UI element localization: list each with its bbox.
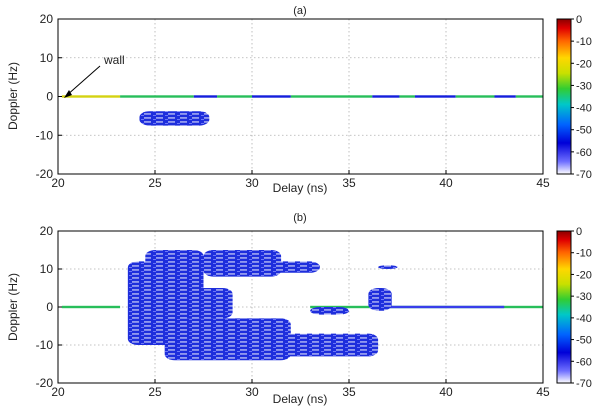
colorbar-tick-label-5: -50: [576, 125, 592, 137]
panel-b-colorbar: [556, 230, 572, 384]
panel-a-ylabel: Doppler (Hz): [6, 62, 20, 130]
x-tick-label-2: 30: [245, 385, 259, 399]
region-b-9: [252, 333, 379, 357]
colorbar-tick-label-4: -40: [576, 103, 592, 115]
x-tick-label-3: 35: [342, 385, 356, 399]
x-tick-label-4: 40: [439, 176, 453, 190]
panel-b-ylabel: Doppler (Hz): [6, 273, 20, 341]
panel-a-label: (a): [293, 5, 306, 17]
y-tick-label-4: -20: [36, 376, 54, 390]
x-tick-label-5: 45: [536, 176, 550, 190]
y-tick-label-1: 10: [40, 51, 54, 65]
x-tick-label-0: 20: [51, 385, 65, 399]
colorbar-tick-label-5: -50: [576, 335, 592, 347]
y-tick-label-3: -10: [36, 128, 54, 142]
panel-b-label: (b): [293, 212, 306, 224]
x-tick-label-1: 25: [148, 385, 162, 399]
region-b-12: [378, 265, 398, 269]
colorbar-tick-label-1: -10: [576, 36, 592, 48]
x-tick-label-1: 25: [148, 176, 162, 190]
colorbar-tick-label-0: 0: [576, 226, 582, 238]
x-tick-label-4: 40: [439, 385, 453, 399]
x-tick-label-5: 45: [536, 385, 550, 399]
panel-b-data: [61, 250, 543, 361]
colorbar-tick-label-7: -70: [576, 378, 592, 390]
colorbar-tick-label-6: -60: [576, 147, 592, 159]
region-a-1: [120, 95, 194, 98]
panel-a-colorbar-ticks: 0 -10 -20 -30 -40 -50 -60 -70: [571, 14, 592, 181]
panel-a-data: [61, 95, 543, 126]
region-b-5: [242, 261, 320, 273]
panel-b-colorbar-ticks: 0 -10 -20 -30 -40 -50 -60 -70: [571, 226, 592, 390]
panel-b-xlabel: Delay (ns): [273, 392, 328, 406]
region-b-10: [310, 307, 349, 315]
panel-b-xticks: 20 25 30 35 40 45: [51, 379, 550, 399]
region-b-7: [155, 288, 233, 319]
region-a-3: [217, 95, 252, 98]
colorbar-tick-label-1: -10: [576, 248, 592, 260]
region-a-11: [515, 95, 543, 98]
panel-a-colorbar: [556, 18, 572, 175]
panel-a-xlabel: Delay (ns): [273, 181, 328, 195]
colorbar-tick-label-2: -20: [576, 269, 592, 281]
panel-b-yticks: 20 10 0 -10 -20: [36, 224, 62, 390]
x-tick-label-0: 20: [51, 176, 65, 190]
panel-a-yticks: 20 10 0 -10 -20: [36, 12, 62, 181]
y-tick-label-3: -10: [36, 338, 54, 352]
colorbar-tick-label-3: -30: [576, 291, 592, 303]
region-a-4: [252, 95, 291, 98]
colorbar-tick-label-6: -60: [576, 356, 592, 368]
region-b-11: [368, 288, 392, 311]
colorbar-tick-label-4: -40: [576, 313, 592, 325]
wall-annotation: wall: [103, 53, 125, 67]
region-a-12: [139, 111, 210, 126]
region-a-0: [61, 95, 121, 98]
wall-arrow-line: [65, 65, 101, 97]
region-b-0: [61, 305, 121, 309]
y-tick-label-0: 20: [40, 12, 54, 26]
y-tick-label-4: -20: [36, 167, 54, 181]
region-a-9: [455, 95, 495, 98]
wall-arrow-head: [64, 90, 72, 98]
colorbar-tick-label-3: -30: [576, 80, 592, 92]
x-tick-label-3: 35: [342, 176, 356, 190]
region-a-2: [193, 95, 218, 98]
region-b-2: [387, 305, 505, 309]
colorbar-tick-label-2: -20: [576, 58, 592, 70]
colorbar-tick-label-7: -70: [576, 169, 592, 181]
region-a-7: [399, 95, 415, 98]
y-tick-label-1: 10: [40, 262, 54, 276]
y-tick-label-2: 0: [46, 90, 53, 104]
panel-a-xticks: 20 25 30 35 40 45: [51, 170, 550, 190]
y-tick-label-2: 0: [46, 300, 53, 314]
colorbar-tick-label-0: 0: [576, 14, 582, 26]
y-tick-label-0: 20: [40, 224, 54, 238]
region-a-8: [414, 95, 456, 98]
region-a-10: [494, 95, 516, 98]
region-a-5: [290, 95, 373, 98]
x-tick-label-2: 30: [245, 176, 259, 190]
region-a-6: [372, 95, 400, 98]
